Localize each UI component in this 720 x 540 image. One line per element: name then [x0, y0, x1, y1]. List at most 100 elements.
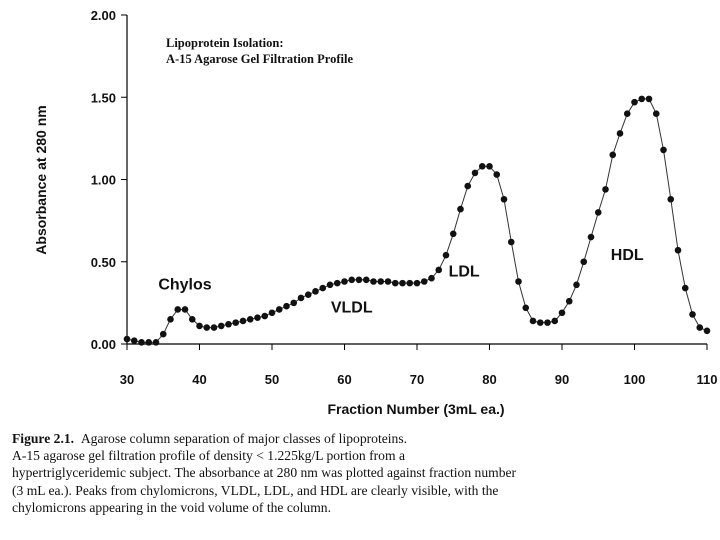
data-point — [290, 299, 298, 307]
data-point — [217, 322, 225, 330]
x-ticks: 30 40 50 60 70 80 90 100 110 — [120, 344, 718, 387]
data-point — [341, 278, 348, 285]
data-point — [159, 330, 167, 338]
data-point — [609, 151, 617, 159]
data-point — [435, 266, 443, 274]
peak-label: HDL — [611, 247, 644, 264]
data-point — [515, 278, 522, 285]
x-tick-label: 60 — [337, 372, 351, 387]
data-point — [500, 195, 508, 203]
data-point — [594, 209, 602, 216]
y-tick-label: 2.00 — [91, 8, 116, 23]
data-point — [420, 278, 428, 285]
caption-line-2: A-15 agarose gel filtration profile of d… — [12, 448, 405, 464]
data-points — [123, 95, 711, 346]
data-point — [319, 284, 327, 292]
data-point — [130, 337, 138, 345]
data-point — [471, 169, 479, 177]
data-point — [232, 319, 240, 326]
x-axis-title: Fraction Number (3mL ea.) — [327, 401, 504, 417]
data-point — [181, 306, 189, 313]
y-tick-label: 1.50 — [91, 90, 116, 105]
data-point — [196, 322, 203, 330]
data-point — [616, 130, 624, 137]
data-point — [391, 279, 399, 287]
data-point — [138, 339, 145, 346]
data-point — [507, 238, 515, 246]
data-point — [442, 251, 450, 259]
data-point — [377, 278, 385, 285]
data-point — [297, 294, 305, 302]
data-point — [544, 319, 551, 326]
data-point — [370, 278, 377, 285]
x-tick-label: 30 — [120, 372, 134, 387]
y-tick-label: 0.00 — [91, 337, 116, 352]
data-point — [638, 95, 646, 103]
peak-label: LDL — [449, 264, 480, 281]
x-tick-label: 100 — [624, 372, 646, 387]
data-point — [674, 246, 682, 254]
data-point — [239, 317, 247, 325]
data-point — [689, 311, 696, 318]
caption-line-3: hypertriglyceridemic subject. The absorb… — [12, 465, 517, 481]
data-point — [522, 304, 530, 312]
data-point — [631, 98, 638, 106]
data-point — [275, 306, 283, 313]
x-tick-label: 70 — [410, 372, 424, 387]
data-point — [652, 110, 660, 117]
data-point — [565, 297, 573, 305]
x-tick-label: 80 — [482, 372, 496, 387]
data-point — [413, 279, 421, 287]
data-point — [551, 317, 559, 325]
data-point — [167, 316, 174, 323]
data-point — [254, 314, 261, 321]
data-point — [174, 306, 182, 313]
data-point — [486, 163, 493, 170]
data-point — [268, 309, 276, 317]
data-point — [304, 291, 312, 298]
data-point — [660, 146, 667, 154]
x-tick-label: 90 — [555, 372, 569, 387]
figure-label: Figure 2.1. — [12, 431, 75, 446]
data-point — [696, 324, 704, 331]
peak-label: Chylos — [158, 277, 211, 294]
peak-label: VLDL — [331, 300, 373, 317]
data-point — [681, 284, 689, 292]
data-point — [587, 233, 595, 241]
y-tick-label: 0.50 — [91, 255, 116, 270]
data-point — [355, 276, 363, 284]
data-point — [348, 276, 356, 284]
data-point — [283, 302, 290, 310]
data-point — [493, 171, 501, 178]
data-point — [333, 279, 341, 287]
data-point — [464, 182, 472, 190]
x-tick-label: 110 — [697, 372, 718, 387]
data-point — [703, 327, 711, 335]
y-tick-label: 1.00 — [91, 173, 116, 188]
data-point — [645, 95, 653, 103]
data-point — [529, 317, 537, 325]
y-axis-title: Absorbance at 280 nm — [33, 105, 49, 254]
x-tick-label: 50 — [265, 372, 279, 387]
data-point — [123, 335, 131, 343]
data-point — [210, 324, 218, 331]
data-point — [145, 339, 153, 346]
data-point — [449, 230, 457, 238]
data-point — [406, 279, 414, 287]
caption-line-5: chylomicrons appearing in the void volum… — [12, 499, 332, 515]
data-point — [573, 281, 580, 289]
caption-text: Agarose column separation of major class… — [80, 431, 408, 446]
data-point — [225, 320, 232, 328]
data-point — [667, 195, 675, 203]
caption-line-1: Figure 2.1. Agarose column separation of… — [12, 430, 718, 447]
data-point — [326, 281, 334, 289]
inset-title-line-1: Lipoprotein Isolation: — [166, 36, 284, 50]
inset-title-line-2: A-15 Agarose Gel Filtration Profile — [166, 52, 353, 66]
data-point — [558, 309, 566, 317]
x-tick-label: 40 — [192, 372, 206, 387]
data-point — [399, 279, 406, 287]
data-point — [152, 339, 160, 346]
caption-line-4: (3 mL ea.). Peaks from chylomicrons, VLD… — [12, 482, 499, 498]
data-point — [261, 312, 269, 320]
